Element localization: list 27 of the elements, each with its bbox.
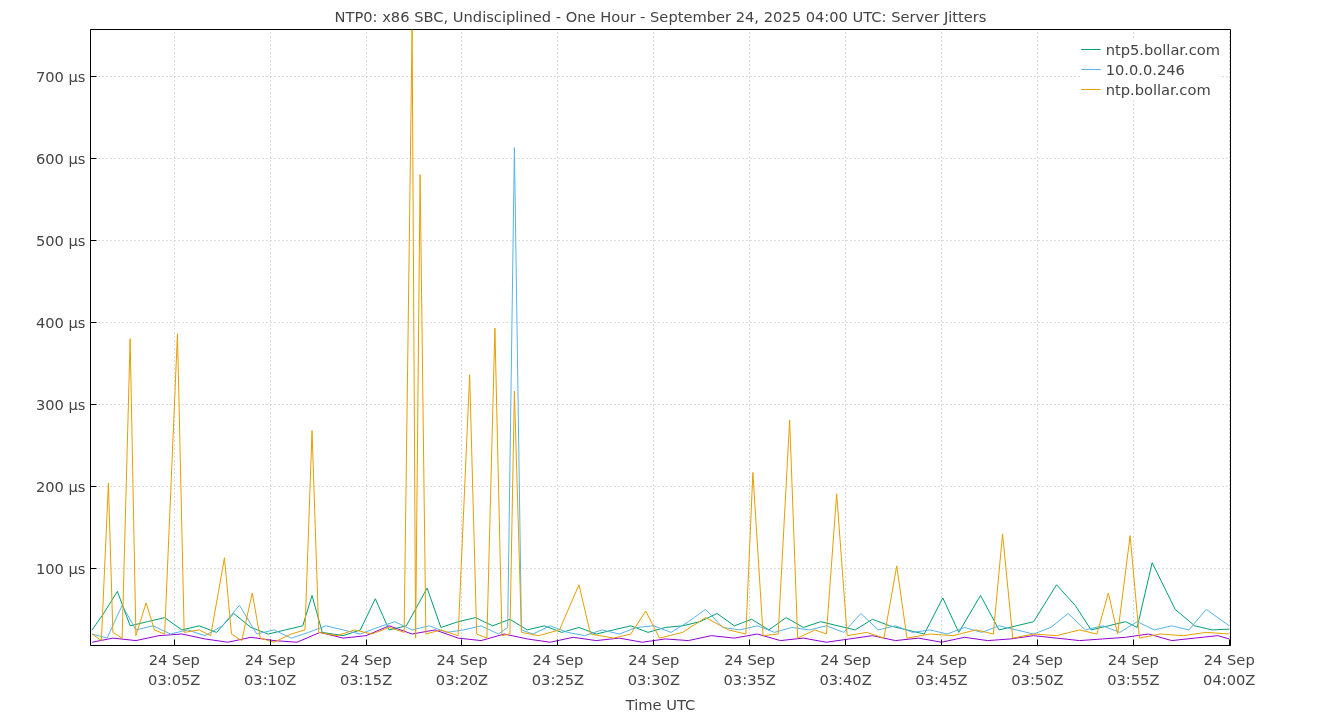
y-tick-label: 600 µs (35, 149, 86, 167)
x-tick-label: 24 Sep 03:40Z (819, 650, 872, 688)
x-tick-label: 24 Sep 03:05Z (148, 650, 201, 688)
x-tick-label: 24 Sep 03:15Z (339, 650, 393, 688)
y-tick-label: 400 µs (35, 313, 86, 331)
line-series (91, 29, 1230, 643)
x-tick-label: 24 Sep 03:10Z (244, 650, 297, 688)
x-tick-label: 24 Sep 03:20Z (435, 650, 489, 688)
legend-label: 10.0.0.246 (1105, 60, 1185, 78)
y-tick-label: 700 µs (35, 67, 86, 85)
y-tick-label: 300 µs (35, 395, 86, 413)
x-tick-label: 24 Sep 03:35Z (723, 650, 776, 688)
x-tick-label: 24 Sep 04:00Z (1203, 650, 1256, 688)
x-tick-label: 24 Sep 03:45Z (915, 650, 968, 688)
x-tick-label: 24 Sep 03:55Z (1107, 650, 1160, 688)
legend-label: ntp5.bollar.com (1105, 40, 1220, 58)
y-tick-label: 100 µs (35, 559, 86, 577)
legend-label: ntp.bollar.com (1105, 80, 1211, 98)
line-series (91, 562, 1230, 637)
y-tick-label: 500 µs (35, 231, 86, 249)
x-tick-label: 24 Sep 03:50Z (1011, 650, 1064, 688)
x-tick-label: 24 Sep 03:25Z (531, 650, 585, 688)
y-tick-label: 200 µs (35, 477, 86, 495)
line-series (91, 147, 1230, 639)
x-tick-label: 24 Sep 03:30Z (627, 650, 680, 688)
x-axis-title: Time UTC (624, 695, 696, 713)
chart-title: NTP0: x86 SBC, Undisciplined - One Hour - September 24, 2025 04:00 UTC: Server Jitters (334, 7, 987, 25)
